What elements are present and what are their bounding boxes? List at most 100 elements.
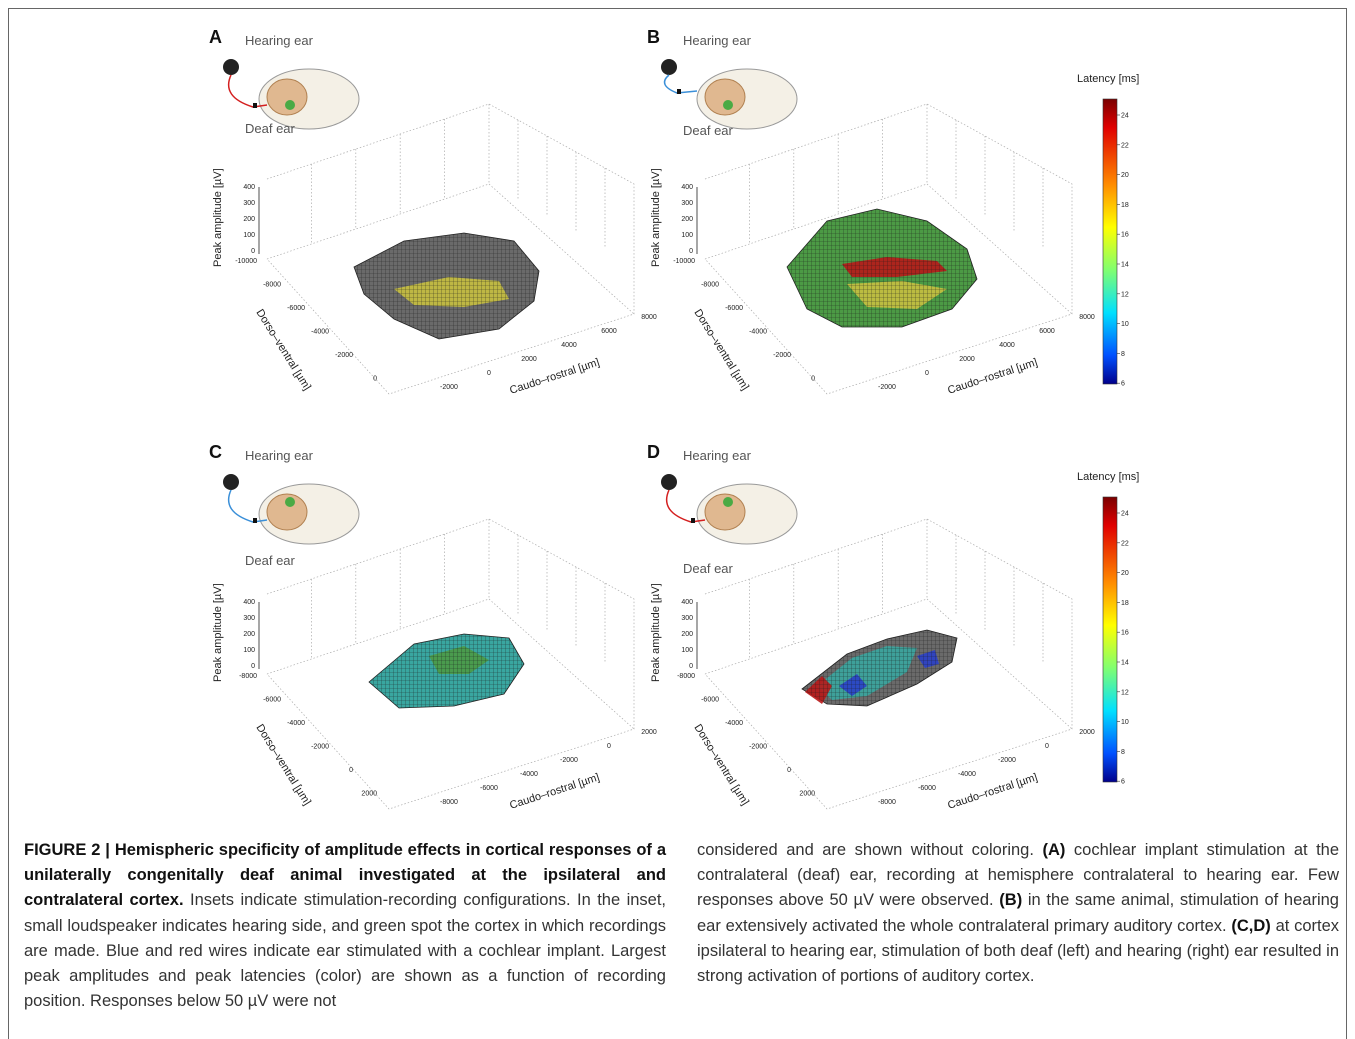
z-axis: 400 300 200 100 0 Peak amplitude [µV] (650, 583, 698, 682)
inset-diagram: Hearing ear Deaf ear (661, 448, 798, 576)
latency-colorbar: Latency [ms] 24 22 20 18 16 14 12 10 8 6 (1077, 471, 1139, 786)
caption-text-b: in the same animal, stimulation of heari… (697, 891, 1339, 935)
colorbar-tick-label: 24 (1121, 113, 1129, 120)
panel-label: A (209, 27, 222, 47)
dv-tick-label: -4000 (287, 720, 305, 727)
dv-tick-label: -2000 (335, 352, 353, 359)
box-edge (488, 183, 635, 315)
dv-axis: -10000 -8000 -6000 -4000 -2000 0 Dorso–ventral… (235, 258, 377, 393)
recording-spot-marker (723, 497, 733, 507)
colorbar-tick-label: 20 (1121, 172, 1129, 179)
colorbar-tick-label: 14 (1121, 660, 1129, 667)
dv-axis-title: Dorso–ventral [µm] (253, 307, 313, 392)
surface-mesh (354, 233, 539, 339)
z-tick-label: 100 (243, 232, 255, 239)
colorbar-tick-label: 20 (1121, 570, 1129, 577)
dv-tick-label: 0 (811, 376, 815, 383)
box-edge (266, 598, 490, 675)
z-tick-label: 400 (681, 184, 693, 191)
z-axis-title: Peak amplitude [µV] (212, 583, 224, 682)
hearing-ear-label: Hearing ear (683, 448, 752, 463)
brain-shape (266, 493, 308, 531)
colorbar-tick-label: 14 (1121, 262, 1129, 269)
colorbar-tick-label: 16 (1121, 630, 1129, 637)
implant-connector (253, 103, 257, 108)
colorbar-tick-label: 10 (1121, 321, 1129, 328)
box-edge (926, 183, 1073, 315)
dv-tick-label: -6000 (287, 305, 305, 312)
axes-box (704, 103, 1073, 395)
z-tick-label: 400 (681, 599, 693, 606)
z-tick-label: 0 (689, 248, 693, 255)
colorbar-tick-label: 18 (1121, 202, 1129, 209)
cr-tick-label: 2000 (959, 356, 975, 363)
z-tick-label: 0 (251, 248, 255, 255)
z-tick-label: 300 (681, 615, 693, 622)
hearing-ear-label: Hearing ear (245, 33, 314, 48)
z-tick-label: 200 (681, 216, 693, 223)
dv-axis-title: Dorso–ventral [µm] (253, 722, 313, 807)
box-edge (926, 598, 1073, 730)
z-axis: 400 300 200 100 0 Peak amplitude [µV] (212, 168, 260, 267)
z-axis-title: Peak amplitude [µV] (212, 168, 224, 267)
z-axis-title: Peak amplitude [µV] (650, 583, 662, 682)
cr-tick-label: -2000 (878, 384, 896, 391)
implant-wire (663, 74, 698, 94)
hearing-ear-label: Hearing ear (683, 33, 752, 48)
z-tick-label: 100 (681, 232, 693, 239)
z-tick-label: 200 (243, 631, 255, 638)
z-tick-label: 300 (681, 200, 693, 207)
panel-label: D (647, 442, 660, 462)
cr-tick-label: 4000 (999, 342, 1015, 349)
caption-left-body: Insets indicate stimulation-recording co… (24, 891, 667, 1011)
recording-spot-marker (723, 100, 733, 110)
implant-connector (677, 89, 681, 94)
cr-tick-label: 8000 (1079, 314, 1095, 321)
brain-shape (704, 78, 746, 116)
implant-wire (227, 489, 268, 523)
dv-tick-label: -8000 (239, 673, 257, 680)
z-tick-label: 200 (243, 216, 255, 223)
implant-wire (227, 74, 268, 108)
colorbar-tick-label: 22 (1121, 540, 1129, 547)
dv-tick-label: -2000 (773, 352, 791, 359)
loudspeaker-icon (223, 59, 239, 75)
panel-c: C Hearing ear Deaf ear 400 300 200 100 0 Peak am… (209, 442, 657, 812)
implant-connector (253, 518, 257, 523)
surface-mesh (787, 209, 977, 327)
box-edge (704, 183, 928, 260)
colorbar-title: Latency [ms] (1077, 73, 1139, 85)
colorbar-tick-label: 8 (1121, 749, 1125, 756)
cr-tick-label: 0 (607, 743, 611, 750)
cr-tick-label: -8000 (440, 799, 458, 806)
dv-tick-label: -6000 (263, 697, 281, 704)
dv-tick-label: 0 (787, 767, 791, 774)
axes-box (704, 518, 1073, 810)
dv-tick-label: -4000 (749, 329, 767, 336)
cr-tick-label: 4000 (561, 342, 577, 349)
caption-right-intro: considered and are shown without colorin… (697, 841, 1034, 859)
dv-tick-label: -4000 (725, 720, 743, 727)
dv-tick-label: 0 (373, 376, 377, 383)
deaf-ear-label: Deaf ear (683, 561, 734, 576)
dv-tick-label: -10000 (673, 258, 695, 265)
colorbar-tick-label: 8 (1121, 351, 1125, 358)
cr-tick-label: 6000 (1039, 328, 1055, 335)
z-tick-label: 200 (681, 631, 693, 638)
axes-box (266, 518, 635, 810)
figure-frame (8, 8, 1347, 1039)
box-edge (266, 183, 490, 260)
cr-tick-label: -2000 (998, 757, 1016, 764)
colorbar-tick-label: 12 (1121, 689, 1129, 696)
dv-tick-label: -6000 (725, 305, 743, 312)
colorbar-tick-label: 10 (1121, 719, 1129, 726)
cr-tick-label: -8000 (878, 799, 896, 806)
colorbar-tick-label: 18 (1121, 600, 1129, 607)
loudspeaker-icon (661, 474, 677, 490)
colorbar-tick-label: 6 (1121, 779, 1125, 786)
dv-axis-title: Dorso–ventral [µm] (691, 722, 751, 807)
